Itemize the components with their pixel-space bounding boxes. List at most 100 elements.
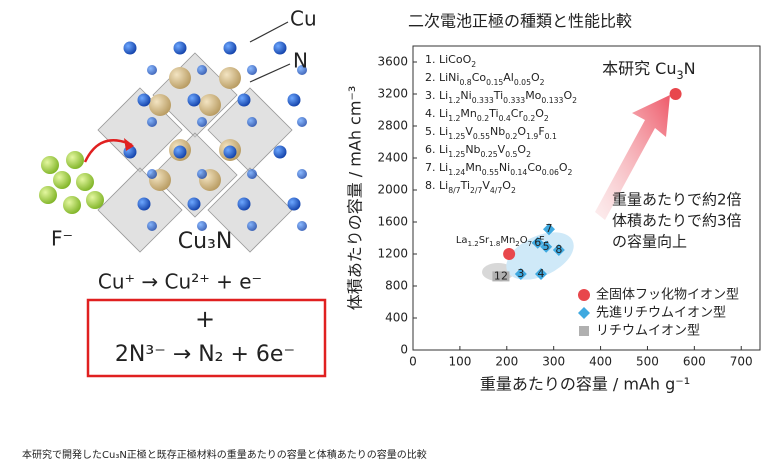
point <box>552 244 565 256</box>
note: 3. Li1.2Ni0.333Ti0.333Mo0.133O2 <box>425 89 577 105</box>
fluoride <box>76 173 94 191</box>
octahedron <box>207 167 293 253</box>
atom-n <box>247 221 257 231</box>
atom-n <box>237 197 251 211</box>
x-tick-label: 400 <box>589 355 612 369</box>
note: 1. LiCoO2 <box>425 53 476 69</box>
atom-n <box>287 93 301 107</box>
fluoride <box>39 186 57 204</box>
y-tick-label: 3600 <box>377 55 408 69</box>
atom-n <box>173 145 187 159</box>
y-axis-label: 体積あたりの容量 / mAh cm⁻³ <box>346 86 365 311</box>
atom-n <box>187 93 201 107</box>
annotation: 体積あたりで約3倍 <box>612 212 742 230</box>
plot-frame <box>412 45 761 351</box>
legend-marker <box>578 289 590 301</box>
annotation: の容量向上 <box>612 233 687 251</box>
point-label: 6 <box>534 236 541 249</box>
x-tick-label: 0 <box>409 355 417 369</box>
atom-n <box>297 117 307 127</box>
atom-n <box>123 41 137 55</box>
point-label: 本研究 Cu3N <box>602 59 696 82</box>
atom-n <box>247 65 257 75</box>
fluoride <box>66 151 84 169</box>
atom-n <box>197 221 207 231</box>
atom-cu <box>219 67 241 89</box>
chart: 0 100 200 300 400 500 600 700 0 400 800 1200 1600 200… <box>377 45 761 369</box>
atom-n <box>247 169 257 179</box>
atom-n <box>147 169 157 179</box>
atom-n <box>173 41 187 55</box>
point <box>540 240 553 253</box>
atom-n <box>297 221 307 231</box>
point <box>542 223 555 236</box>
atom-n <box>287 197 301 211</box>
legend-marker <box>579 326 589 336</box>
label-compound: Cu₃N <box>178 229 233 254</box>
legend-label: リチウムイオン型 <box>596 324 700 339</box>
plus: + <box>195 305 215 333</box>
fluoride <box>63 196 81 214</box>
chart-title: 二次電池正極の種類と性能比較 <box>408 12 632 31</box>
atom-n <box>147 221 157 231</box>
fluoride <box>86 191 104 209</box>
atom-n <box>237 93 251 107</box>
atom-n <box>187 197 201 211</box>
atom-n <box>297 169 307 179</box>
note: 8. Li8/7Ti2/7V4/7O2 <box>425 179 516 195</box>
x-tick-label: 500 <box>636 355 659 369</box>
fluoride <box>53 171 71 189</box>
x-tick-label: 700 <box>730 355 753 369</box>
equation: 2N³⁻ → N₂ + 6e⁻ <box>115 342 295 367</box>
atom-n <box>147 65 157 75</box>
caption: 本研究で開発したCu₃N正極と既存正極材料の重量あたりの容量と体積あたりの容量の… <box>22 448 427 461</box>
y-tick-label: 1600 <box>377 215 408 229</box>
legend-label: 先進リチウムイオン型 <box>596 306 726 321</box>
pointer <box>249 63 291 83</box>
point-label: 7 <box>545 222 552 235</box>
atom-n <box>197 65 207 75</box>
atom-n <box>147 117 157 127</box>
fluoride <box>41 156 59 174</box>
point <box>514 268 527 280</box>
trend-arrow <box>595 95 670 220</box>
point-label: 3 <box>517 267 524 280</box>
point-label: 5 <box>543 240 550 253</box>
point <box>492 271 503 282</box>
note: 2. LiNi0.8Co0.15Al0.05O2 <box>425 71 545 87</box>
atom-cu <box>149 94 171 116</box>
atom-n <box>273 41 287 55</box>
point-label: 4 <box>538 267 545 280</box>
y-tick-label: 800 <box>385 279 408 293</box>
x-tick-label: 200 <box>495 355 518 369</box>
point <box>531 236 544 249</box>
equation: Cu⁺ → Cu²⁺ + e⁻ <box>98 270 262 294</box>
region <box>506 232 574 280</box>
atom-n <box>247 117 257 127</box>
annotation: 重量あたりで約2倍 <box>612 191 742 209</box>
arrowhead <box>124 138 134 151</box>
atom-n <box>223 41 237 55</box>
crystal-structure <box>39 41 307 253</box>
note: 7. Li1.24Mn0.55Ni0.14Co0.06O2 <box>425 161 573 177</box>
atom-n <box>297 65 307 75</box>
atom-cu <box>199 94 221 116</box>
note: 6. Li1.25Nb0.25V0.5O2 <box>425 143 531 159</box>
y-tick-label: 1200 <box>377 247 408 261</box>
highlight-box <box>86 298 327 378</box>
y-tick-label: 3200 <box>377 87 408 101</box>
label-n: N <box>293 49 308 73</box>
note: 5. Li1.25V0.55Nb0.2O1.9F0.1 <box>425 125 557 141</box>
point-label: 2 <box>501 269 508 282</box>
y-tick-label: 2000 <box>377 183 408 197</box>
x-axis-label: 重量あたりの容量 / mAh g⁻¹ <box>480 375 690 394</box>
pointer <box>249 21 289 43</box>
atom-n <box>197 117 207 127</box>
atom-cu <box>169 67 191 89</box>
point <box>499 271 510 282</box>
x-tick-label: 100 <box>448 355 471 369</box>
point-label: 1 <box>494 269 501 282</box>
atom-n <box>137 93 151 107</box>
